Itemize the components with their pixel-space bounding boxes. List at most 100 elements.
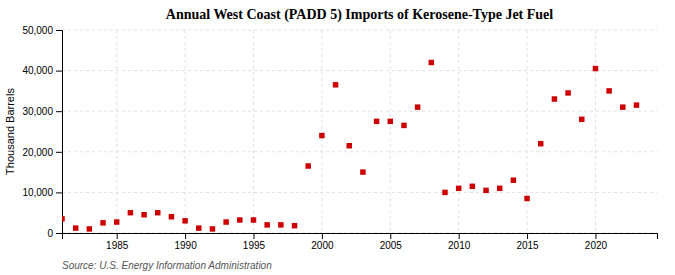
x-axis-tick-label: 2015 xyxy=(516,240,539,251)
title: Annual West Coast (PADD 5) Imports of Ke… xyxy=(166,7,554,23)
point xyxy=(511,177,516,182)
y-axis-tick-label: 0 xyxy=(47,228,53,239)
point xyxy=(128,210,133,215)
point xyxy=(401,123,406,128)
point xyxy=(196,225,201,230)
point xyxy=(223,219,228,224)
point xyxy=(634,102,639,107)
point xyxy=(483,188,488,193)
point xyxy=(278,222,283,227)
point xyxy=(470,184,475,189)
point xyxy=(552,96,557,101)
x-axis-tick-mark xyxy=(253,233,254,239)
point xyxy=(62,216,65,221)
x-axis-tick: 1985 xyxy=(106,233,129,251)
x-axis-tick-label: 2000 xyxy=(311,240,334,251)
point xyxy=(141,212,146,217)
grid-line xyxy=(185,30,186,233)
point xyxy=(210,226,215,231)
point xyxy=(620,104,625,109)
point xyxy=(565,90,570,95)
x-axis-tick: 1995 xyxy=(243,233,266,251)
y-axis: 0 10,000 20,000 30,000 40,000 50,000 xyxy=(22,25,62,239)
x-axis-tick-mark xyxy=(185,233,186,239)
point xyxy=(100,220,105,225)
x-axis-tick-label: 2010 xyxy=(448,240,471,251)
grid-line xyxy=(595,30,596,233)
grid-line xyxy=(253,30,254,233)
point xyxy=(606,88,611,93)
x-axis-tick-mark xyxy=(322,233,323,239)
y-axis-tick-label: 30,000 xyxy=(22,106,53,117)
y-axis-tick-mark xyxy=(56,111,62,112)
point xyxy=(374,119,379,124)
point xyxy=(593,66,598,71)
point xyxy=(360,169,365,174)
x-axis-tick-mark xyxy=(527,233,528,239)
y-axis-tick-mark xyxy=(56,192,62,193)
x-axis-tick: 2020 xyxy=(585,233,608,251)
y-axis-tick-mark xyxy=(56,71,62,72)
y-axis-tick: 0 xyxy=(47,228,62,239)
y-axis-tick: 30,000 xyxy=(22,106,62,117)
grid-line xyxy=(62,111,657,112)
x-axis-tick-label: 1995 xyxy=(243,240,266,251)
point xyxy=(264,222,269,227)
y-axis-tick: 50,000 xyxy=(22,25,62,36)
y-axis-tick-mark xyxy=(56,233,62,234)
grid-line xyxy=(62,70,657,71)
y-axis-tick: 10,000 xyxy=(22,187,62,198)
grid-line xyxy=(390,30,391,233)
y-axis-line xyxy=(56,31,63,234)
x-axis-tick: 2005 xyxy=(380,233,403,251)
plot: 1985 1990 1995 2000 2005 2010 2015 2020 0 10,000 2… xyxy=(22,25,657,251)
point xyxy=(497,186,502,191)
y-axis-tick-label: 20,000 xyxy=(22,147,53,158)
point xyxy=(73,225,78,230)
point xyxy=(538,141,543,146)
y-axis-tick-mark xyxy=(56,152,62,153)
point xyxy=(292,223,297,228)
point xyxy=(305,163,310,168)
point xyxy=(169,214,174,219)
point xyxy=(87,226,92,231)
x-axis-tick-mark xyxy=(459,233,460,239)
point xyxy=(442,190,447,195)
x-axis-tick: 2010 xyxy=(448,233,471,251)
point xyxy=(182,218,187,223)
point xyxy=(114,219,119,224)
x-axis-tick-mark xyxy=(390,233,391,239)
point xyxy=(237,217,242,222)
y-axis-tick-label: 10,000 xyxy=(22,187,53,198)
point xyxy=(456,186,461,191)
grid xyxy=(62,30,657,233)
x-axis-tick: 2015 xyxy=(516,233,539,251)
y-axis-tick: 20,000 xyxy=(22,147,62,158)
grid-line xyxy=(62,192,657,193)
grid-line xyxy=(527,30,528,233)
points xyxy=(62,60,639,232)
point xyxy=(429,60,434,65)
point xyxy=(388,119,393,124)
grid-line xyxy=(62,30,657,31)
point xyxy=(251,217,256,222)
x-axis-tick-label: 1985 xyxy=(106,240,129,251)
x-axis-line xyxy=(63,234,658,240)
y-axis-title: Thousand Barrels xyxy=(4,88,16,175)
grid-line xyxy=(458,30,459,233)
point xyxy=(333,82,338,87)
x-axis-tick-mark xyxy=(117,233,118,239)
point xyxy=(415,104,420,109)
x-axis-tick: 2000 xyxy=(311,233,334,251)
point xyxy=(347,143,352,148)
x-axis-tick: 1990 xyxy=(174,233,197,251)
y-axis-tick: 40,000 xyxy=(22,65,62,76)
point xyxy=(319,133,324,138)
point xyxy=(155,210,160,215)
x-axis: 1985 1990 1995 2000 2005 2010 2015 2020 xyxy=(63,233,658,251)
x-axis-tick-label: 2020 xyxy=(585,240,608,251)
grid-line xyxy=(321,30,322,233)
point xyxy=(524,196,529,201)
point xyxy=(579,117,584,122)
y-axis-tick-label: 50,000 xyxy=(22,25,53,36)
